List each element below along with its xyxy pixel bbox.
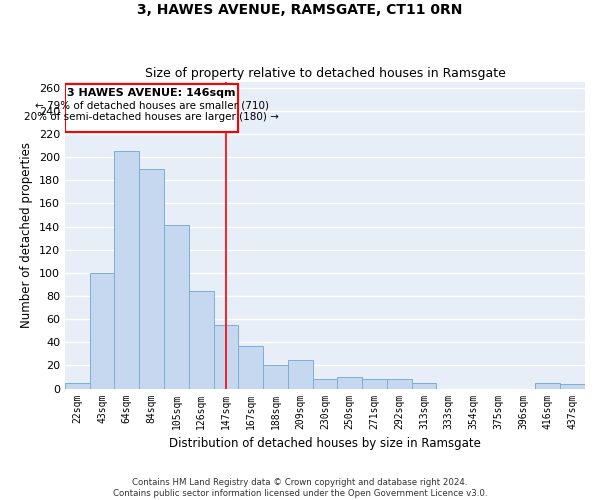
- Title: Size of property relative to detached houses in Ramsgate: Size of property relative to detached ho…: [145, 66, 505, 80]
- Bar: [362, 380, 387, 388]
- Bar: [387, 380, 412, 388]
- Bar: [115, 152, 139, 388]
- Text: 3 HAWES AVENUE: 146sqm: 3 HAWES AVENUE: 146sqm: [67, 88, 236, 98]
- Text: 3, HAWES AVENUE, RAMSGATE, CT11 0RN: 3, HAWES AVENUE, RAMSGATE, CT11 0RN: [137, 2, 463, 16]
- Bar: [189, 292, 214, 388]
- X-axis label: Distribution of detached houses by size in Ramsgate: Distribution of detached houses by size …: [169, 437, 481, 450]
- Bar: [337, 377, 362, 388]
- Text: 20% of semi-detached houses are larger (180) →: 20% of semi-detached houses are larger (…: [24, 112, 279, 122]
- Bar: [238, 346, 263, 389]
- Bar: [288, 360, 313, 388]
- Text: ← 79% of detached houses are smaller (710): ← 79% of detached houses are smaller (71…: [35, 100, 269, 110]
- Bar: [535, 383, 560, 388]
- Bar: [560, 384, 585, 388]
- Bar: [90, 273, 115, 388]
- Bar: [65, 84, 238, 132]
- Bar: [263, 366, 288, 388]
- Y-axis label: Number of detached properties: Number of detached properties: [20, 142, 33, 328]
- Bar: [164, 226, 189, 388]
- Bar: [214, 325, 238, 388]
- Bar: [412, 383, 436, 388]
- Bar: [313, 380, 337, 388]
- Text: Contains HM Land Registry data © Crown copyright and database right 2024.
Contai: Contains HM Land Registry data © Crown c…: [113, 478, 487, 498]
- Bar: [139, 169, 164, 388]
- Bar: [65, 383, 90, 388]
